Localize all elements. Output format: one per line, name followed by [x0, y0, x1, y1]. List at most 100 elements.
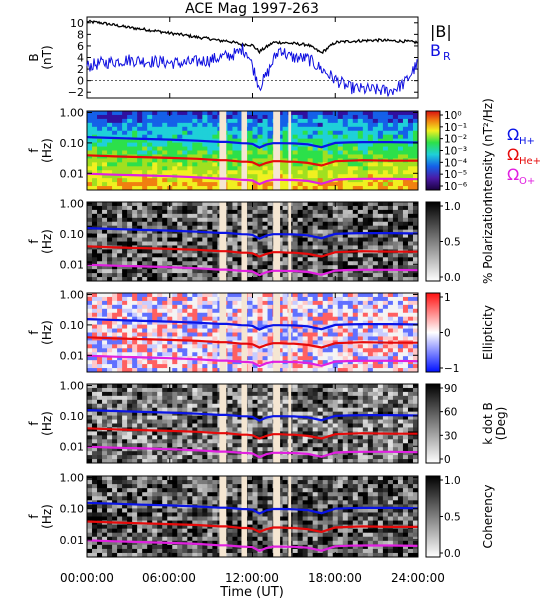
heatmap-cell [297, 312, 304, 318]
heatmap-cell [132, 229, 138, 234]
heatmap-cell [392, 344, 399, 349]
heatmap-cell [302, 328, 309, 333]
heatmap-cell [412, 344, 419, 349]
heatmap-cell [182, 427, 188, 432]
heatmap-cell [232, 443, 238, 448]
heatmap-cell [167, 451, 173, 456]
heatmap-cell [122, 257, 128, 262]
heatmap-cell [157, 304, 163, 310]
heatmap-cell [162, 158, 168, 163]
heatmap-cell [102, 391, 108, 397]
heatmap-cell [402, 182, 409, 187]
heatmap-cell [192, 352, 198, 357]
heatmap-cell [182, 277, 188, 282]
heatmap-cell [167, 387, 173, 393]
heatmap-cell [277, 221, 283, 227]
heatmap-cell [357, 356, 364, 361]
heatmap-cell [327, 312, 334, 318]
heatmap-cell [187, 336, 193, 341]
heatmap-cell [367, 130, 374, 136]
heatmap-cell [197, 293, 203, 298]
heatmap-cell [177, 391, 183, 397]
heatmap-cell [277, 336, 283, 341]
heatmap-cell [292, 300, 299, 306]
heatmap-cell [412, 265, 419, 270]
heatmap-cell [262, 364, 268, 369]
heatmap-cell [107, 455, 113, 460]
heatmap-cell [162, 170, 168, 175]
heatmap-cell [182, 293, 188, 298]
heatmap-cell [192, 217, 198, 223]
heatmap-cell [232, 415, 238, 420]
heatmap-cell [362, 225, 369, 231]
heatmap-cell [412, 122, 419, 128]
heatmap-cell [247, 364, 253, 369]
heatmap-cell [302, 403, 309, 409]
heatmap-cell [132, 368, 138, 373]
heatmap-cell [137, 217, 143, 223]
heatmap-cell [337, 138, 344, 143]
heatmap-cell [167, 419, 173, 424]
heatmap-cell [342, 316, 349, 322]
heatmap-cell [377, 237, 384, 242]
heatmap-cell [197, 118, 203, 124]
heatmap-cell [377, 205, 384, 211]
heatmap-cell [202, 217, 208, 223]
heatmap-cell [257, 427, 263, 432]
heatmap-cell [212, 308, 218, 314]
heatmap-cell [102, 328, 108, 333]
heatmap-cell [127, 312, 133, 318]
heatmap-cell [237, 443, 243, 448]
heatmap-cell [392, 237, 399, 242]
heatmap-cell [207, 324, 213, 329]
heatmap-cell [367, 114, 374, 120]
heatmap-cell [182, 332, 188, 337]
heatmap-cell [387, 344, 394, 349]
heatmap-cell [212, 324, 218, 329]
heatmap-cell [332, 304, 339, 310]
heatmap-cell [157, 202, 163, 207]
heatmap-cell [152, 150, 158, 155]
heatmap-cell [397, 269, 404, 274]
heatmap-cell [87, 356, 93, 361]
heatmap-cell [147, 261, 153, 266]
heatmap-cell [202, 277, 208, 282]
heatmap-cell [177, 435, 183, 440]
heatmap-cell [232, 146, 238, 151]
heatmap-cell [387, 213, 394, 219]
heatmap-cell [117, 249, 123, 254]
heatmap-cell [327, 170, 334, 175]
heatmap-cell [302, 186, 309, 191]
heatmap-cell [112, 407, 118, 413]
heatmap-cell [162, 202, 168, 207]
heatmap-cell [127, 455, 133, 460]
heatmap-cell [132, 312, 138, 318]
heatmap-cell [117, 364, 123, 369]
heatmap-cell [307, 182, 314, 187]
heatmap-cell [112, 447, 118, 452]
heatmap-cell [362, 277, 369, 282]
heatmap-cell [262, 344, 268, 349]
heatmap-cell [97, 415, 103, 420]
data-gap [288, 293, 292, 372]
heatmap-cell [252, 202, 258, 207]
heatmap-cell [172, 360, 178, 365]
heatmap-cell [92, 293, 98, 298]
heatmap-cell [97, 387, 103, 393]
heatmap-cell [147, 439, 153, 444]
heatmap-cell [377, 162, 384, 167]
colorbar-title: Intensity (nT²/Hz) [481, 98, 495, 203]
heatmap-cell [162, 142, 168, 147]
heatmap-cell [327, 111, 334, 116]
heatmap-cell [212, 154, 218, 159]
heatmap-cell [252, 126, 258, 132]
heatmap-cell [117, 237, 123, 242]
heatmap-cell [122, 352, 128, 357]
heatmap-cell [122, 439, 128, 444]
heatmap-cell [177, 348, 183, 353]
heatmap-cell [277, 352, 283, 357]
heatmap-cell [172, 439, 178, 444]
heatmap-cell [117, 162, 123, 167]
heatmap-cell [372, 202, 379, 207]
heatmap-cell [182, 395, 188, 401]
